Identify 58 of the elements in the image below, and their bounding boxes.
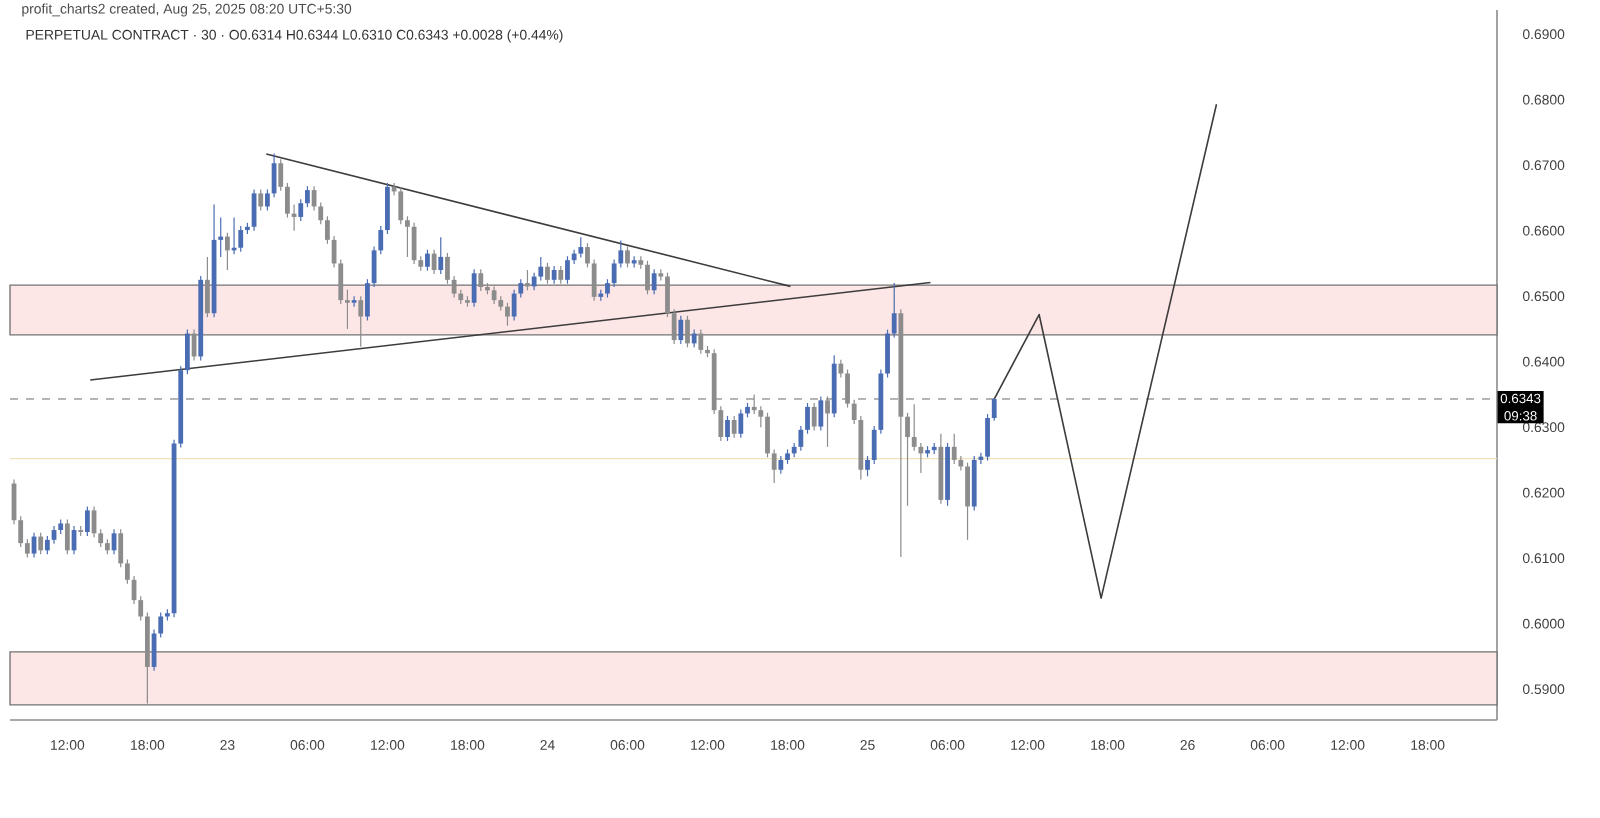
candlestick: [545, 262, 550, 285]
candlestick: [991, 397, 997, 422]
candlestick: [625, 245, 630, 268]
candlestick: [798, 425, 804, 452]
candlestick: [478, 268, 484, 292]
candlestick: [278, 158, 284, 192]
candlestick: [825, 395, 830, 448]
candlestick: [765, 412, 770, 458]
candlestick: [238, 225, 244, 253]
candlestick: [411, 222, 417, 265]
candlestick: [845, 368, 850, 409]
candlestick: [538, 256, 544, 282]
candlestick: [698, 329, 704, 355]
candlestick: [184, 329, 190, 375]
candlestick: [405, 215, 410, 258]
candlestick: [631, 255, 637, 268]
candlestick: [345, 289, 350, 330]
candlestick: [358, 295, 364, 348]
candlestick: [965, 461, 970, 541]
candlestick: [645, 260, 650, 295]
candlestick: [204, 256, 210, 318]
candlestick: [38, 532, 44, 555]
candlestick: [985, 413, 990, 462]
candlestick: [818, 395, 824, 432]
candlestick: [258, 188, 264, 212]
candlestick: [525, 269, 530, 291]
candlestick: [738, 408, 744, 439]
candlestick: [731, 415, 737, 439]
candlestick: [651, 268, 657, 295]
candlestick: [685, 315, 690, 348]
candlestick: [811, 402, 817, 432]
candlestick: [505, 302, 510, 327]
candlestick: [471, 268, 477, 308]
candlestick: [225, 232, 230, 271]
candlestick: [865, 455, 870, 477]
candlestick: [64, 518, 70, 555]
candlestick: [671, 308, 677, 345]
candlestick: [578, 236, 584, 259]
candlestick: [891, 282, 897, 339]
candlestick: [305, 185, 310, 208]
candlestick: [771, 448, 777, 484]
candlestick: [385, 182, 390, 235]
candlestick: [298, 198, 304, 222]
candlestick: [24, 538, 30, 559]
candlestick: [398, 186, 404, 225]
candlestick: [678, 315, 684, 345]
candlestick: [951, 433, 957, 465]
candlestick: [431, 249, 437, 275]
candlestick: [351, 295, 357, 308]
candlestick: [425, 249, 430, 272]
candlestick: [971, 455, 977, 511]
candlestick: [725, 415, 730, 442]
candlestick: [805, 402, 810, 435]
candlestick: [665, 272, 670, 318]
candlestick: [118, 528, 124, 568]
candlestick: [565, 255, 570, 285]
candlestick: [84, 505, 90, 537]
candlestick: [438, 236, 444, 275]
